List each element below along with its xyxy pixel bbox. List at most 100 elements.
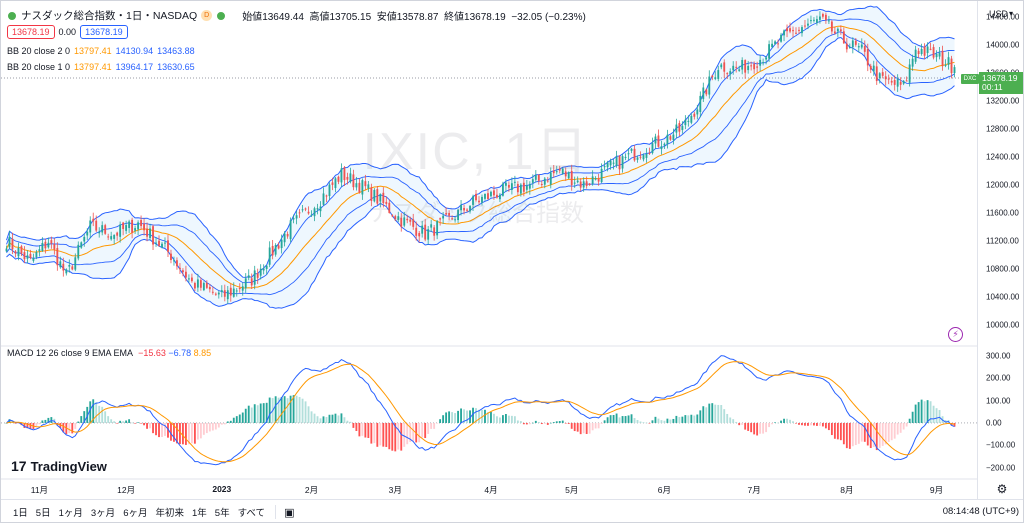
range-ytd[interactable]: 年初来 — [155, 508, 184, 519]
macd-hist-bar — [262, 403, 265, 423]
time-tick-label: 12月 — [117, 485, 136, 495]
candle-body — [283, 233, 286, 243]
range-5d[interactable]: 5日 — [35, 508, 51, 519]
candle-body — [941, 50, 944, 67]
macd-hist-bar — [286, 398, 289, 423]
macd-hist-bar — [328, 414, 331, 423]
candle-body — [176, 260, 178, 267]
macd-hist-bar — [726, 413, 729, 423]
macd-hist-bar — [403, 422, 406, 447]
candle-body — [29, 253, 32, 258]
macd-hist-bar — [774, 422, 776, 423]
macd-hist-bar — [612, 414, 615, 423]
price-tick-label: 12000.00 — [986, 180, 1020, 190]
candle-body — [821, 14, 824, 17]
market-open-icon[interactable] — [216, 10, 227, 21]
macd-tick-label: −100.00 — [986, 440, 1016, 450]
time-tick-label: 3月 — [388, 485, 402, 495]
macd-hist-bar — [146, 422, 148, 429]
candle-body — [684, 119, 687, 126]
bb1-upper-line — [6, 18, 955, 284]
range-1m[interactable]: 1ヶ月 — [58, 508, 83, 519]
tradingview-logo[interactable]: 17 TradingView — [11, 458, 107, 474]
price-tick-label: 11600.00 — [986, 208, 1019, 218]
lightning-icon[interactable]: ⚡ — [948, 327, 963, 342]
candle-body — [887, 78, 890, 80]
candle-body — [842, 31, 845, 44]
candle-body — [914, 49, 917, 62]
macd-hist-bar — [38, 422, 41, 425]
candle-body — [630, 148, 633, 151]
candle-body — [516, 184, 519, 193]
candle-body — [170, 253, 172, 261]
macd-hist-bar — [463, 409, 465, 423]
macd-hist-bar — [819, 422, 821, 426]
symbol-watermark: IXIC, 1日 — [362, 123, 590, 181]
candle-body — [833, 31, 836, 34]
range-6m[interactable]: 6ヶ月 — [123, 508, 148, 519]
macd-hist-bar — [594, 422, 597, 429]
macd-hist-bar — [418, 422, 421, 443]
macd-hist-bar — [229, 420, 232, 423]
macd-hist-bar — [250, 407, 253, 423]
bb1-legend[interactable]: BB 20 close 2 0 13797.41 14130.94 13463.… — [7, 46, 195, 56]
symbol-title[interactable]: ナスダック総合指数・1日・NASDAQ — [21, 10, 198, 22]
macd-hist-bar — [466, 410, 468, 423]
candle-body — [211, 291, 214, 293]
macd-hist-bar — [905, 422, 908, 427]
candle-body — [675, 124, 678, 133]
candle-body — [860, 44, 863, 48]
macd-hist-bar — [475, 408, 477, 423]
price-chart[interactable] — [1, 1, 1024, 499]
macd-hist-bar — [827, 422, 830, 431]
candle-body — [899, 81, 902, 85]
macd-hist-bar — [199, 422, 202, 439]
macd-hist-bar — [295, 395, 298, 423]
candle-body — [463, 207, 465, 211]
macd-hist-bar — [448, 411, 451, 423]
macd-hist-bar — [361, 422, 364, 436]
macd-tick-label: 300.00 — [986, 351, 1011, 361]
sell-button[interactable]: 13678.19 — [7, 25, 55, 39]
range-all[interactable]: すべて — [237, 508, 266, 519]
macd-hist-bar — [313, 413, 316, 423]
candle-body — [241, 286, 244, 291]
range-5y[interactable]: 5年 — [214, 508, 230, 519]
macd-hist-bar — [202, 422, 205, 435]
candle-body — [621, 156, 624, 169]
macd-hist-bar — [717, 404, 720, 423]
macd-hist-bar — [735, 421, 738, 423]
macd-hist-bar — [702, 406, 705, 423]
currency-selector[interactable]: USD — [989, 9, 1009, 19]
candle-body — [540, 183, 543, 185]
macd-hist-bar — [813, 422, 815, 426]
chevron-down-icon[interactable]: ▾ — [1009, 9, 1014, 18]
macd-hist-bar — [490, 411, 492, 423]
candle-body — [579, 181, 582, 188]
gear-icon[interactable]: ⚙ — [996, 482, 1008, 496]
data-delay-icon[interactable]: D — [201, 10, 213, 21]
buy-button[interactable]: 13678.19 — [80, 25, 128, 39]
macd-hist-bar — [74, 422, 77, 429]
candle-body — [555, 171, 558, 173]
calendar-icon[interactable]: ▣ — [284, 506, 295, 519]
macd-tick-label: 0.00 — [986, 418, 1002, 428]
range-1d[interactable]: 1日 — [13, 508, 28, 519]
macd-hist-bar — [708, 403, 711, 423]
range-1y[interactable]: 1年 — [192, 508, 207, 519]
macd-hist-bar — [110, 419, 113, 423]
macd-hist-bar — [280, 397, 283, 423]
clock[interactable]: 08:14:48 (UTC+9) — [942, 506, 1019, 517]
bb2-legend[interactable]: BB 20 close 1 0 13797.41 13964.17 13630.… — [7, 62, 195, 72]
macd-hist-bar — [185, 422, 187, 445]
macd-hist-bar — [397, 422, 400, 450]
candle-body — [669, 136, 672, 140]
macd-hist-bar — [349, 421, 352, 423]
candle-body — [391, 215, 394, 217]
macd-legend[interactable]: MACD 12 26 close 9 EMA EMA −15.63 −6.78 … — [7, 348, 211, 358]
time-tick-label: 5月 — [565, 485, 579, 495]
candle-body — [256, 273, 259, 278]
candle-body — [373, 189, 376, 202]
macd-hist-bar — [292, 395, 295, 423]
range-3m[interactable]: 3ヶ月 — [90, 508, 116, 519]
